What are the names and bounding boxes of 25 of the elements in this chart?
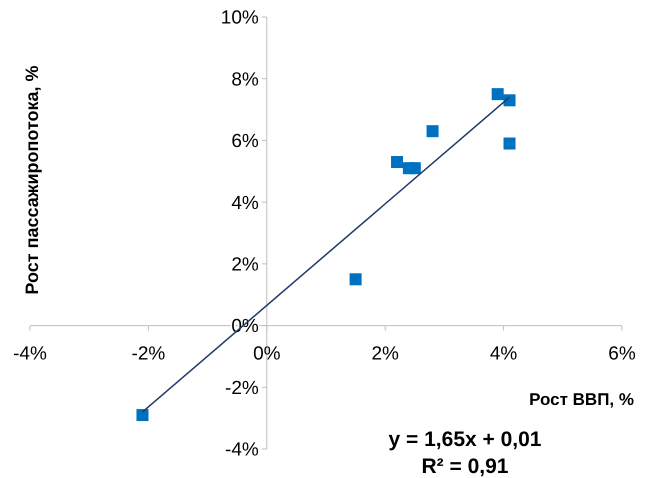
point xyxy=(504,94,516,106)
y-tick-label: 10% xyxy=(220,8,259,29)
point xyxy=(492,88,504,100)
y-tick-label: 2% xyxy=(231,254,259,276)
annotation: y = 1,65x + 0,01 xyxy=(388,428,542,451)
x-tick-label: 2% xyxy=(371,344,400,365)
point xyxy=(350,273,362,286)
text: R² = 0,91 xyxy=(422,455,509,478)
y-tick-label: 8% xyxy=(231,69,259,90)
y-tick-label: 4% xyxy=(231,192,259,214)
x-tick-label: 4% xyxy=(490,344,518,365)
point xyxy=(391,156,404,168)
y-tick-label: -2% xyxy=(225,378,259,399)
x-tick-label: 6% xyxy=(608,344,636,365)
x-tick-label: -4% xyxy=(13,344,47,365)
x-tick-label: 0% xyxy=(253,344,281,365)
point xyxy=(136,409,148,422)
y-tick-label: -4% xyxy=(225,440,259,461)
point xyxy=(504,138,516,150)
x-tick-label: -2% xyxy=(132,344,166,365)
y-axis-title: Рост пассажиропотока, % xyxy=(22,65,42,295)
y-tick-label: 6% xyxy=(231,131,259,152)
x-axis-title: Рост ВВП, % xyxy=(529,390,634,409)
point xyxy=(426,125,439,138)
point xyxy=(408,162,421,174)
